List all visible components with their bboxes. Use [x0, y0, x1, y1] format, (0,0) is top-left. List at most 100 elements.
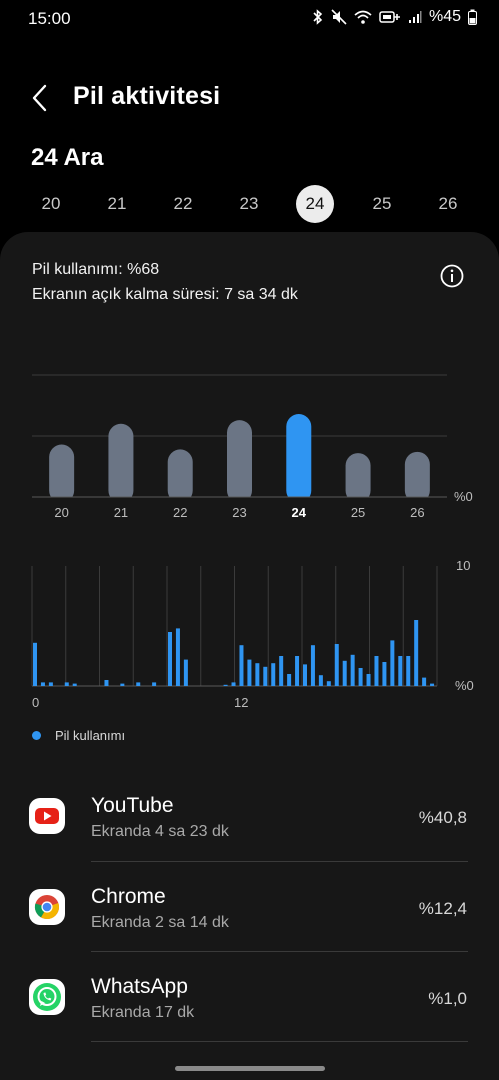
day-item[interactable]: 25: [372, 194, 392, 213]
day-item[interactable]: 20: [41, 194, 61, 213]
chrome-icon: [29, 889, 65, 925]
hour-bar: [422, 677, 427, 686]
page-title: Pil aktivitesi: [73, 82, 221, 110]
whatsapp-icon: [29, 979, 65, 1015]
hour-bar: [350, 654, 355, 686]
hour-bar: [390, 640, 395, 686]
divider: [91, 861, 468, 862]
hour-bar: [279, 656, 284, 686]
divider: [91, 1041, 468, 1042]
x-tick-label: 24: [292, 505, 307, 520]
x-tick-label: 22: [173, 505, 187, 520]
app-name: Chrome: [91, 885, 166, 908]
divider: [91, 951, 468, 952]
chart-legend: Pil kullanımı: [32, 728, 125, 743]
y-tick-label: 10: [456, 558, 470, 573]
x-tick-label: 12: [234, 695, 248, 710]
hour-bar: [295, 656, 300, 686]
youtube-icon: [29, 798, 65, 834]
day-item-selected[interactable]: 24: [296, 185, 334, 223]
app-usage-percent: %40,8: [418, 808, 467, 827]
day-bar: [404, 451, 430, 503]
day-bar: [345, 453, 371, 503]
day-bar: [49, 444, 75, 503]
info-button[interactable]: [440, 264, 464, 288]
hour-bar: [374, 656, 379, 686]
app-row-whatsapp[interactable]: WhatsApp Ekranda 17 dk %1,0: [0, 952, 499, 1042]
hour-bar: [255, 663, 260, 686]
hour-bar: [414, 620, 419, 686]
battery-charts-svg: %0 20 21 22 23 24 25 26 10 %0 0 12: [31, 374, 474, 710]
hour-bar: [326, 681, 331, 686]
bluetooth-icon: [312, 9, 324, 25]
hour-bar: [358, 668, 363, 686]
hour-bar: [287, 674, 292, 686]
hour-bar: [223, 684, 228, 686]
status-time: 15:00: [28, 9, 71, 28]
hour-bar: [64, 682, 69, 686]
legend-label: Pil kullanımı: [55, 728, 126, 743]
day-bar: [227, 420, 252, 503]
hour-bar: [120, 683, 125, 686]
hour-bar: [271, 663, 276, 686]
hour-bar: [33, 642, 37, 686]
chevron-left-icon: [32, 84, 47, 112]
day-bar: [108, 423, 134, 503]
hour-bar: [303, 664, 307, 686]
home-indicator: [175, 1066, 325, 1071]
battery-charts: %0 20 21 22 23 24 25 26 10 %0 0 12: [0, 340, 499, 720]
app-usage-percent: %1,0: [428, 989, 467, 1008]
legend-dot: [32, 731, 41, 740]
y-tick-label: %0: [454, 489, 473, 504]
day-item[interactable]: 21: [107, 194, 127, 213]
app-name: YouTube: [91, 794, 174, 817]
hour-bar: [366, 674, 371, 686]
app-bar: Pil aktivitesi: [0, 70, 499, 126]
day-item[interactable]: 26: [438, 194, 458, 213]
app-row-chrome[interactable]: Chrome Ekranda 2 sa 14 dk %12,4: [0, 862, 499, 952]
screen-time-text: Ekranın açık kalma süresi: 7 sa 34 dk: [32, 286, 298, 303]
app-row-youtube[interactable]: YouTube Ekranda 4 sa 23 dk %40,8: [0, 772, 499, 862]
y-tick-label: %0: [455, 678, 474, 693]
signal-icon: [408, 10, 422, 24]
x-tick-label: 0: [32, 695, 39, 710]
mute-icon: [331, 9, 347, 25]
hour-bar: [175, 628, 180, 686]
hour-bar: [48, 682, 53, 686]
day-item[interactable]: 23: [239, 194, 259, 213]
hour-bar: [239, 645, 244, 686]
x-tick-label: 25: [351, 505, 365, 520]
status-icons: %45: [312, 8, 477, 26]
hour-bar: [231, 682, 236, 686]
day-selector: 20 21 22 23 24 25 26: [17, 185, 481, 223]
date-heading: 24 Ara: [31, 144, 104, 171]
app-screen-time: Ekranda 4 sa 23 dk: [91, 823, 229, 840]
day-bar: [167, 449, 193, 503]
hour-bar: [382, 662, 387, 686]
battery-icon: [468, 9, 477, 25]
day-item[interactable]: 22: [173, 194, 193, 213]
hour-bar: [152, 682, 157, 686]
x-tick-label: 20: [54, 505, 68, 520]
hour-bar: [430, 683, 435, 686]
back-button[interactable]: [26, 82, 56, 114]
wifi-icon: [354, 10, 372, 24]
battery-usage-text: Pil kullanımı: %68: [32, 261, 160, 278]
hour-bar: [310, 645, 315, 686]
hour-bar: [334, 644, 339, 686]
hour-bar: [40, 682, 45, 686]
info-icon: [440, 264, 464, 288]
app-usage-percent: %12,4: [418, 899, 467, 918]
hour-bar: [263, 666, 268, 686]
lte-plus-icon: [379, 10, 401, 24]
hour-bar: [398, 656, 403, 686]
hour-bar: [406, 656, 411, 686]
hour-bar: [342, 660, 347, 686]
app-name: WhatsApp: [91, 975, 188, 998]
x-tick-label: 26: [410, 505, 424, 520]
bar-base-mask: [32, 497, 447, 505]
hour-bar: [72, 683, 77, 686]
day-bar: [286, 414, 312, 503]
x-tick-label: 23: [232, 505, 246, 520]
app-screen-time: Ekranda 2 sa 14 dk: [91, 914, 229, 931]
